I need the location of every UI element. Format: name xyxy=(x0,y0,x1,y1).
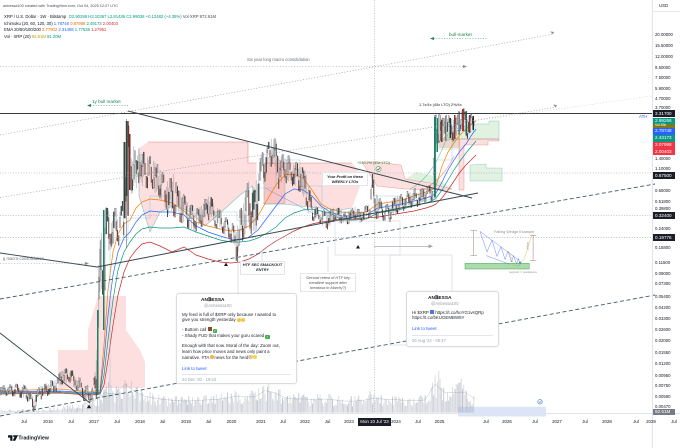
svg-text:TradingView: TradingView xyxy=(18,436,49,442)
